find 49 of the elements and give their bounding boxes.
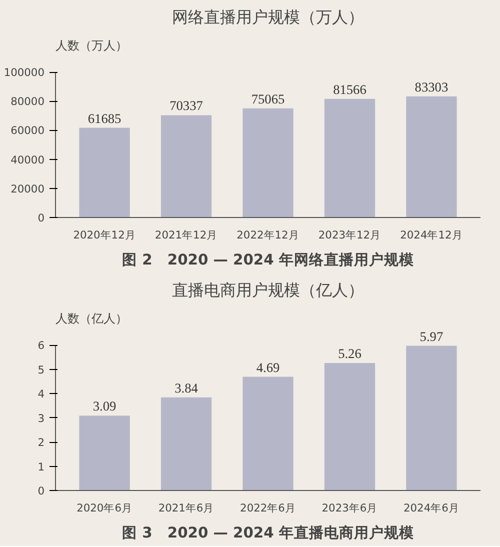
chart-title: 直播电商用户规模（亿人） — [172, 280, 364, 300]
x-tick-label: 2020年12月 — [73, 228, 136, 242]
y-tick-label: 1 — [38, 460, 44, 474]
caption: 图 2 2020 — 2024 年网络直播用户规模 — [122, 250, 414, 268]
data-label: 61685 — [88, 110, 122, 126]
bar — [160, 115, 212, 218]
data-label: 75065 — [251, 91, 285, 106]
x-tick-label: 2023年12月 — [318, 228, 382, 242]
data-label: 3.84 — [174, 380, 198, 396]
data-label: 70337 — [170, 98, 204, 114]
y-tick-label: 0 — [38, 484, 45, 498]
x-tick-label: 2022年12月 — [236, 228, 300, 242]
x-tick-label: 2021年6月 — [158, 502, 214, 514]
caption: 图 3 2020 — 2024 年直播电商用户规模 — [122, 524, 414, 542]
bar — [406, 346, 457, 490]
y-tick-label: 6 — [38, 339, 45, 352]
x-tick-label: 2022年6月 — [240, 502, 296, 514]
data-label: 5.97 — [420, 328, 444, 344]
bar — [79, 128, 130, 218]
y-tick-label: 80000 — [10, 95, 45, 108]
bar — [242, 376, 294, 490]
y-axis-title: 人数（亿人） — [56, 312, 128, 326]
y-axis-title: 人数（万人） — [56, 38, 128, 52]
y-tick-label: 40000 — [10, 153, 45, 166]
y-tick-label: 2 — [38, 436, 44, 450]
bar — [406, 96, 457, 218]
bar — [242, 108, 294, 218]
y-tick-label: 0 — [38, 212, 45, 224]
y-tick-label: 60000 — [10, 124, 45, 138]
bar — [324, 98, 376, 218]
y-tick-label: 100000 — [4, 66, 45, 80]
data-label: 3.09 — [92, 398, 117, 414]
x-tick-label: 2020年6月 — [76, 502, 132, 514]
data-label: 81566 — [333, 82, 367, 97]
data-label: 83303 — [414, 79, 448, 94]
x-tick-label: 2023年6月 — [322, 502, 378, 514]
x-tick-label: 2024年6月 — [404, 502, 460, 514]
data-label: 5.26 — [338, 346, 362, 361]
bar — [324, 362, 376, 490]
data-label: 4.69 — [256, 360, 280, 375]
bar — [79, 416, 130, 490]
bar — [160, 397, 212, 490]
x-tick-label: 2024年12月 — [400, 228, 463, 242]
y-tick-label: 20000 — [10, 182, 45, 196]
y-tick-label: 4 — [38, 388, 45, 401]
y-tick-label: 3 — [38, 412, 44, 425]
x-tick-label: 2021年12月 — [154, 228, 218, 242]
y-tick-label: 5 — [38, 363, 44, 376]
chart-title: 网络直播用户规模（万人） — [172, 8, 364, 26]
